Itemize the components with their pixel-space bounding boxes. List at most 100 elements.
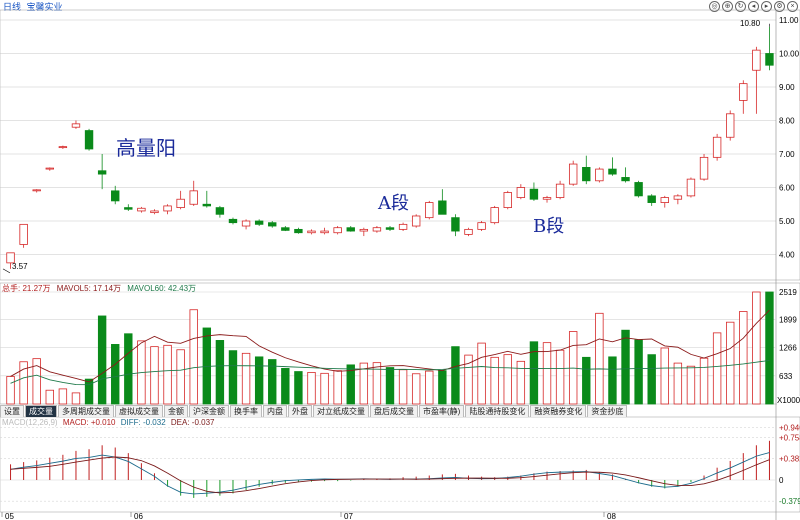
volume-bar [84, 378, 94, 405]
close-icon[interactable]: × [787, 1, 798, 12]
candle-body [58, 146, 68, 149]
volume-tick-label: 1899 [779, 316, 797, 325]
volume-bar [739, 311, 748, 405]
volume-tick-label: 633 [779, 372, 793, 381]
tab-0[interactable]: 设置 [0, 405, 24, 417]
volume-bar [228, 350, 238, 405]
volume-bar [438, 370, 447, 405]
price-tick-label: 9.00 [779, 83, 795, 92]
volume-bar [359, 362, 369, 405]
tab-1[interactable]: 成交量 [25, 405, 57, 417]
volume-bar [503, 354, 512, 405]
candle-body [582, 166, 591, 182]
candle-body [425, 202, 434, 219]
volume-bar [765, 291, 774, 405]
candle-body [647, 195, 656, 203]
volume-bar [726, 321, 735, 405]
candle-body [438, 200, 447, 215]
tab-7[interactable]: 内盘 [263, 405, 287, 417]
volume-bar [320, 372, 329, 405]
candle-body [542, 197, 552, 200]
volume-bar [477, 342, 486, 405]
candle-body [765, 53, 774, 66]
volume-legend: 总手: 21.27万 MAVOL5: 17.14万 MAVOL60: 42.43… [2, 283, 196, 294]
candle-body [320, 230, 329, 234]
price-axis: 11.00 10.00 9.00 8.00 7.00 6.00 5.00 4.00 [779, 16, 800, 260]
candle-body [241, 220, 251, 227]
tab-12[interactable]: 陆股通持股变化 [465, 405, 530, 417]
candle-body [477, 222, 486, 230]
macd-legend: MACD(12,26,9) MACD: +0.010 DIFF: -0.032 … [2, 418, 214, 427]
macd-bars [10, 440, 770, 498]
volume-bar [398, 369, 408, 405]
candle-body [268, 222, 277, 227]
macd-legend-dea: DEA: -0.037 [170, 418, 215, 427]
low-marker [2, 268, 11, 274]
tab-8[interactable]: 外盘 [288, 405, 312, 417]
candle-body [215, 207, 225, 215]
volume-bar [281, 368, 290, 405]
tab-13[interactable]: 融资融券变化 [530, 405, 587, 417]
volume-bar [189, 309, 198, 405]
candle-body [503, 192, 512, 208]
macd-tick-label: -0.379 [779, 497, 800, 506]
tab-10[interactable]: 盘后成交量 [370, 405, 418, 417]
candle-body [634, 182, 643, 197]
candle-body [608, 168, 617, 175]
tab-6[interactable]: 换手率 [230, 405, 262, 417]
volume-unit-label: X1000 [777, 396, 800, 405]
volume-bar [490, 356, 499, 405]
volume-bar [71, 392, 81, 405]
date-tick-label: 06 [134, 512, 143, 520]
candle-body [163, 205, 172, 212]
refresh-icon[interactable]: ↻ [735, 1, 746, 12]
candle-body [451, 217, 460, 232]
candle-body [202, 203, 212, 207]
price-tick-label: 8.00 [779, 117, 795, 126]
tab-14[interactable]: 资金抄底 [587, 405, 628, 417]
candle-body [71, 123, 81, 128]
candle-body [529, 188, 539, 200]
macd-tick-label: +0.382 [779, 455, 800, 464]
volume-axis: 2519 1899 1266 633 [779, 288, 797, 381]
volume-bar [542, 342, 552, 405]
tab-2[interactable]: 多周期成交量 [58, 405, 114, 417]
price-annotation-a-segment: A段 [378, 193, 409, 214]
volume-bar [241, 352, 251, 405]
eye-icon[interactable]: ◎ [709, 1, 720, 12]
volume-bar [215, 340, 225, 405]
candle-body [699, 156, 709, 180]
volume-bar [529, 341, 539, 405]
zoom-icon[interactable]: ⊕ [722, 1, 733, 12]
candle-body [490, 207, 499, 224]
stock-name-label: 宝馨实业 [26, 2, 63, 12]
volume-bar [516, 360, 526, 405]
volume-bar [307, 372, 316, 405]
tab-11[interactable]: 市盈率(静) [419, 405, 465, 417]
forward-icon[interactable]: ▸ [761, 1, 772, 12]
period-label[interactable]: 日线 [3, 2, 22, 12]
volume-bar [6, 376, 15, 405]
candle-body [346, 227, 355, 232]
back-icon[interactable]: ◂ [748, 1, 759, 12]
volume-bar [58, 388, 68, 405]
macd-dea-line [10, 456, 770, 494]
tab-4[interactable]: 金额 [164, 405, 188, 417]
candle-body [97, 170, 107, 175]
volume-bar [163, 344, 172, 405]
indicator-tabs: 设置 成交量 多周期成交量 虚拟成交量 金额 沪深金额 换手率 内盘 外盘 对立纸成交量 盘后成交量… [0, 405, 628, 417]
volume-bar [97, 315, 107, 405]
candle-body [254, 220, 264, 225]
candle-body [137, 207, 146, 212]
volume-bar [608, 356, 617, 405]
macd-panel-frame [0, 416, 800, 513]
candle-body [45, 167, 54, 170]
tab-5[interactable]: 沪深金额 [189, 405, 229, 417]
config-icon[interactable]: ⚙ [774, 1, 785, 12]
volume-bar [660, 347, 669, 405]
tab-3[interactable]: 虚拟成交量 [115, 405, 163, 417]
tab-9[interactable]: 对立纸成交量 [313, 405, 369, 417]
price-annotation-b-segment: B段 [533, 216, 565, 237]
